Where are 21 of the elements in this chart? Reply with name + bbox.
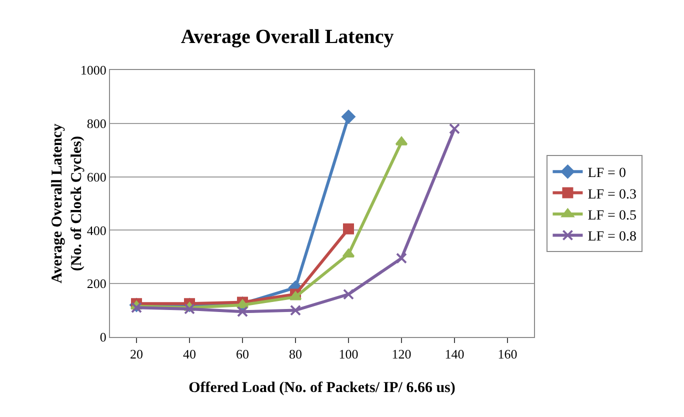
- legend-label: LF = 0: [588, 166, 626, 182]
- y-tick-label: 200: [86, 276, 106, 292]
- x-tick-label: 160: [498, 346, 518, 362]
- y-tick-label: 1000: [80, 62, 106, 78]
- chart-title: Average Overall Latency: [180, 26, 394, 48]
- y-axis-title: Average Overall Latency (No. of Clock Cycles): [49, 123, 85, 284]
- legend-label: LF = 0.5: [588, 208, 636, 224]
- x-axis-title: Offered Load (No. of Packets/ IP/ 6.66 us): [188, 380, 456, 396]
- y-tick-label: 400: [86, 222, 106, 238]
- x-tick-label: 40: [183, 346, 196, 362]
- legend-label: LF = 0.3: [588, 187, 636, 202]
- y-tick-label: 600: [86, 169, 106, 184]
- x-tick-label: 60: [236, 346, 249, 362]
- x-tick-label: 120: [392, 346, 412, 362]
- x-tick-label: 80: [289, 346, 302, 362]
- x-tick-label: 100: [338, 346, 358, 362]
- legend-label: LF = 0.8: [588, 230, 636, 245]
- y-tick-label: 800: [86, 116, 106, 131]
- y-tick-label: 0: [100, 330, 106, 345]
- x-tick-label: 20: [130, 346, 143, 362]
- x-tick-label: 140: [444, 346, 464, 362]
